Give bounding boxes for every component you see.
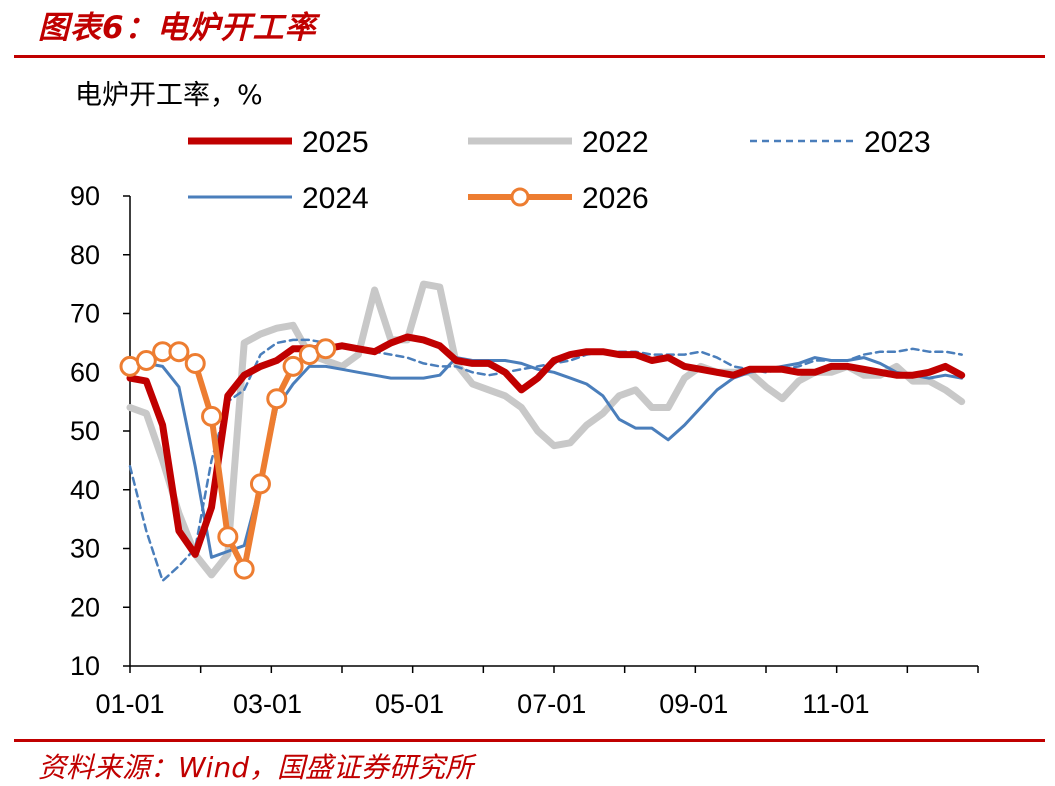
y-tick-label: 40 xyxy=(70,475,100,505)
y-tick-label: 20 xyxy=(70,592,100,622)
series-line-2022 xyxy=(126,280,966,579)
legend-marker-2026 xyxy=(510,187,530,207)
figure-title: 图表6：电炉开工率 xyxy=(38,10,317,46)
data-point-2026 xyxy=(315,338,337,360)
data-point-2026 xyxy=(168,341,190,363)
line-chart: 电炉开工率，% 2025 2022 2023 2024 2026 10 20 30 40 50 6… xyxy=(70,80,979,719)
y-axis-label: 电炉开工率，% xyxy=(75,80,263,111)
source-note: 资料来源：Wind，国盛证券研究所 xyxy=(38,751,473,784)
x-tick-label: 05-01 xyxy=(375,689,444,719)
y-tick-label: 60 xyxy=(70,357,100,387)
data-point-2026 xyxy=(184,352,206,374)
legend-label-2024: 2024 xyxy=(302,182,369,215)
data-point-2026 xyxy=(217,526,239,548)
y-tick-label: 80 xyxy=(70,240,100,270)
x-tick-label: 01-01 xyxy=(95,689,164,719)
y-tick-label: 10 xyxy=(70,651,100,681)
data-point-2026 xyxy=(282,355,304,377)
legend-label-2023: 2023 xyxy=(864,126,931,159)
data-point-2026 xyxy=(201,405,223,427)
chart-legend: 2025 2022 2023 2024 2026 xyxy=(188,126,931,215)
legend-label-2025: 2025 xyxy=(302,126,369,159)
chart-series xyxy=(119,280,966,583)
y-tick-label: 70 xyxy=(70,299,100,329)
data-point-2026 xyxy=(233,558,255,580)
title-rule xyxy=(14,55,1045,58)
legend-label-2026: 2026 xyxy=(582,182,649,215)
x-tick-label: 11-01 xyxy=(802,689,869,719)
source-rule xyxy=(14,739,1045,742)
y-tick-label: 90 xyxy=(70,181,100,211)
legend-label-2022: 2022 xyxy=(582,126,649,159)
x-tick-label: 09-01 xyxy=(659,689,728,719)
data-point-2026 xyxy=(266,388,288,410)
data-point-2026 xyxy=(249,473,271,495)
x-tick-label: 07-01 xyxy=(517,689,586,719)
chart-axes: 10 20 30 40 50 60 70 80 90 01-01 03-01 05-01 07-01 09… xyxy=(70,181,979,719)
y-tick-label: 50 xyxy=(70,416,100,446)
data-point-2026 xyxy=(135,350,157,371)
y-tick-label: 30 xyxy=(70,534,100,564)
x-tick-label: 03-01 xyxy=(233,689,302,719)
series-line-2025 xyxy=(126,333,966,558)
series-line-2023 xyxy=(128,338,963,583)
